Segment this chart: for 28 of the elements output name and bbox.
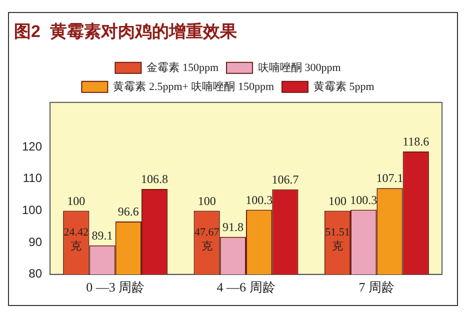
y-tick-label: 90 [28, 234, 42, 249]
data-label: 96.6 [118, 204, 139, 219]
chart-title: 图2 黄霉素对肉鸡的增重效果 [14, 22, 238, 41]
annotation: 24.42 克 [64, 226, 89, 252]
x-tick-label: 0 —3 周龄 [86, 280, 145, 295]
legend-label: 黄霉素 2.5ppm+ 呋喃唑酮 150ppm [113, 80, 274, 93]
x-tick-label: 7 周龄 [358, 280, 395, 295]
y-tick-label: 80 [28, 266, 42, 281]
x-tick-label: 4 —6 周龄 [216, 280, 276, 295]
annotation: 47.67 克 [194, 226, 220, 252]
data-label: 106.8 [141, 172, 168, 186]
data-label: 100.3 [246, 192, 273, 207]
data-label: 89.1 [92, 228, 113, 243]
data-label: 100.3 [350, 192, 378, 207]
legend-label: 金霉素 150ppm [146, 60, 219, 74]
data-label: 118.6 [402, 134, 430, 149]
legend-label: 呋喃唑酮 300ppm [258, 60, 342, 74]
y-tick-label: 100 [22, 203, 42, 218]
y-tick-label: 110 [22, 171, 42, 186]
data-label: 100 [67, 194, 86, 208]
y-tick-label: 120 [22, 139, 42, 154]
data-label: 106.7 [272, 172, 299, 187]
annotation: 51.51 克 [325, 226, 350, 252]
data-label: 100 [198, 194, 216, 208]
data-label: 107.1 [376, 171, 404, 186]
data-label: 100 [328, 194, 346, 208]
legend-label: 黄霉素 5ppm [314, 80, 375, 93]
data-label: 91.8 [222, 220, 244, 234]
